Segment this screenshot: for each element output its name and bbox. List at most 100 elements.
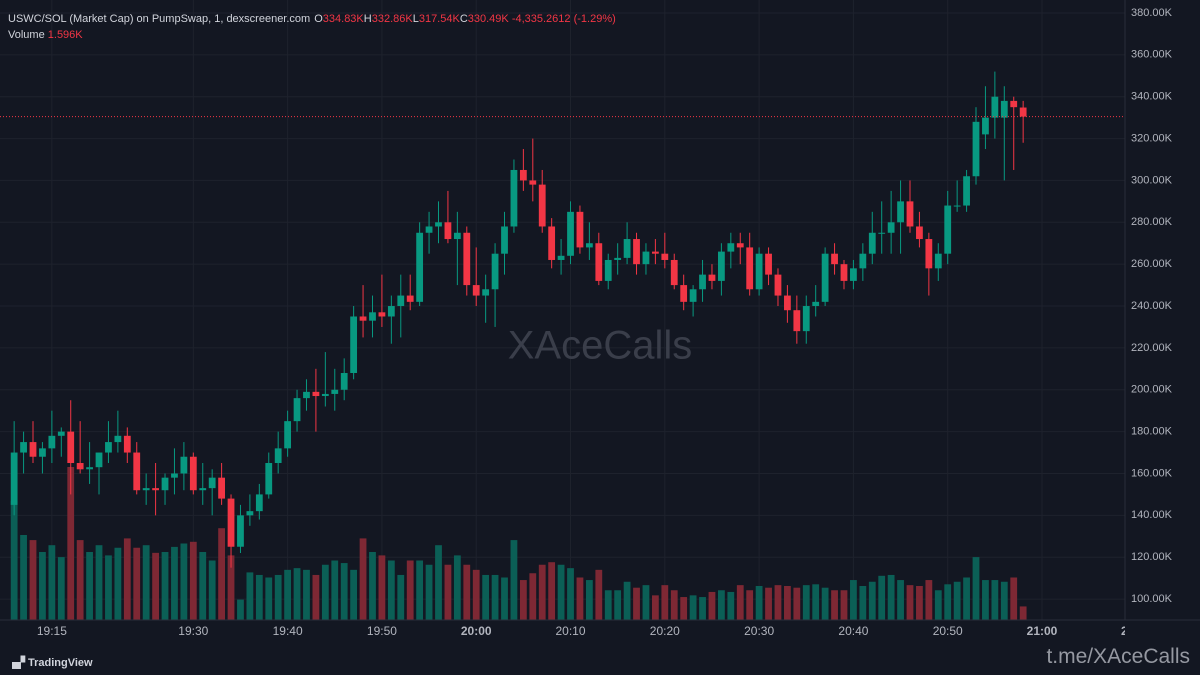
volume-bar bbox=[727, 591, 735, 620]
candle-body bbox=[171, 473, 178, 478]
volume-bar bbox=[303, 569, 310, 620]
volume-bar bbox=[689, 595, 697, 620]
volume-bar bbox=[133, 547, 141, 620]
volume-bar bbox=[784, 586, 791, 620]
volume-bar bbox=[623, 581, 631, 620]
candle-body bbox=[538, 184, 546, 227]
volume-bar bbox=[95, 545, 103, 620]
volume-bar bbox=[501, 577, 508, 620]
y-tick-label: 280.00K bbox=[1131, 216, 1173, 228]
volume-bar bbox=[765, 587, 772, 620]
volume-bar bbox=[378, 555, 386, 620]
candle-body bbox=[303, 391, 310, 399]
volume-bar bbox=[793, 587, 801, 620]
y-tick-label: 100.00K bbox=[1131, 593, 1173, 605]
volume-bar bbox=[340, 563, 348, 620]
candle-body bbox=[1019, 107, 1027, 117]
candle-body bbox=[718, 251, 725, 281]
candle-body bbox=[199, 488, 207, 491]
volume-bar bbox=[369, 552, 376, 620]
volume-bar bbox=[821, 587, 829, 620]
candle-body bbox=[906, 201, 914, 227]
candle-body bbox=[425, 226, 433, 233]
x-tick-label: 19:50 bbox=[367, 624, 397, 638]
volume-bar bbox=[585, 580, 593, 620]
volume-bar bbox=[161, 552, 169, 620]
volume-bar bbox=[491, 574, 499, 620]
volume-bar bbox=[972, 557, 980, 620]
volume-bar bbox=[680, 597, 688, 620]
y-tick-label: 160.00K bbox=[1131, 467, 1173, 479]
volume-bar bbox=[218, 528, 225, 620]
candle-body bbox=[708, 274, 716, 281]
candle-body bbox=[378, 312, 386, 317]
candle-body bbox=[274, 448, 282, 464]
candle-body bbox=[576, 211, 584, 248]
candle-body bbox=[859, 253, 867, 269]
candle-body bbox=[340, 373, 348, 390]
stat-label: H bbox=[363, 13, 372, 25]
volume-bar bbox=[274, 574, 282, 620]
volume-bar bbox=[850, 580, 857, 620]
volume-bar bbox=[350, 569, 358, 620]
volume-bar bbox=[142, 545, 150, 620]
candle-body bbox=[491, 253, 499, 290]
volume-bar bbox=[774, 585, 782, 620]
stat-value: 332.86K bbox=[371, 13, 413, 25]
candle-body bbox=[916, 226, 923, 240]
volume-bar bbox=[463, 564, 471, 620]
candle-body bbox=[142, 488, 150, 491]
volume-bar bbox=[152, 552, 159, 620]
candle-body bbox=[39, 448, 46, 457]
candle-body bbox=[699, 274, 706, 290]
volume-bar bbox=[227, 555, 235, 620]
volume-bar bbox=[538, 564, 546, 620]
volume-bar bbox=[10, 501, 18, 620]
candle-body bbox=[595, 243, 603, 281]
candle-body bbox=[20, 442, 27, 453]
volume-bar bbox=[444, 564, 452, 620]
candle-body bbox=[123, 435, 131, 453]
volume-bar bbox=[76, 540, 84, 620]
volume-bar bbox=[189, 541, 197, 620]
x-ticks: 19:15 19:30 19:40 19:50 20:00 20:10 20:20 20:30… bbox=[37, 624, 1125, 638]
x-tick-label: 20:10 bbox=[555, 624, 585, 638]
volume-bar bbox=[397, 574, 405, 620]
candle-body bbox=[623, 239, 631, 258]
candle-body bbox=[585, 243, 593, 248]
candle-body bbox=[567, 211, 574, 256]
volume-bar bbox=[265, 577, 273, 620]
x-tick-label: 19:40 bbox=[273, 624, 303, 638]
candle-body bbox=[812, 301, 820, 307]
candle-body bbox=[670, 259, 678, 286]
candle-body bbox=[48, 435, 56, 449]
volume-bar bbox=[755, 586, 763, 620]
candle-body bbox=[642, 251, 650, 265]
candle-body bbox=[293, 398, 301, 422]
header-row: USWC/SOL (Market Cap) on PumpSwap, 1, de… bbox=[8, 11, 616, 27]
x-tick-label: 20:00 bbox=[461, 624, 492, 638]
volume-bar bbox=[284, 569, 292, 620]
candle-body bbox=[529, 180, 537, 185]
volume-bar bbox=[661, 585, 669, 620]
candle-body bbox=[218, 477, 225, 499]
candle-body bbox=[208, 477, 216, 489]
candle-body bbox=[57, 431, 65, 436]
candle-body bbox=[727, 243, 735, 252]
candle-body bbox=[321, 393, 329, 397]
candle-body bbox=[369, 312, 376, 321]
candle-body bbox=[633, 239, 640, 265]
stat-label: C bbox=[459, 13, 468, 25]
candle-body bbox=[444, 222, 452, 240]
stat-value: 330.49K bbox=[467, 13, 509, 25]
volume-bar bbox=[604, 590, 612, 620]
y-tick-label: 140.00K bbox=[1131, 509, 1173, 521]
candle-body bbox=[680, 285, 688, 302]
volume-bar bbox=[614, 590, 622, 620]
volume-bar bbox=[982, 580, 989, 620]
symbol: USWC/SOL (Market Cap) on PumpSwap, 1, de… bbox=[8, 13, 311, 25]
volume-bar bbox=[472, 569, 480, 620]
candle-body bbox=[416, 232, 424, 302]
volume-bar bbox=[840, 590, 848, 620]
